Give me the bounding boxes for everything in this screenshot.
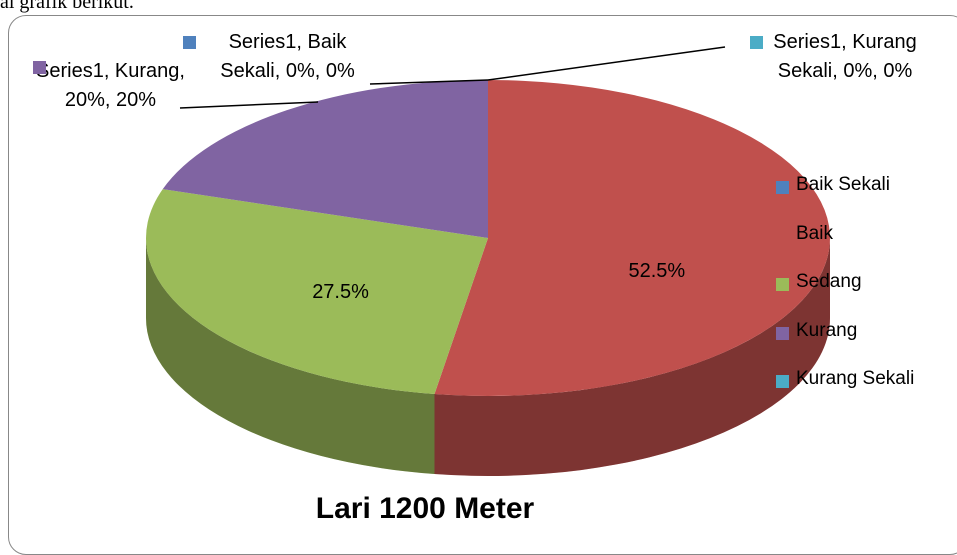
legend-label: Baik Sekali: [796, 174, 890, 195]
chart: [146, 46, 831, 476]
leader-line: [487, 46, 726, 81]
data-label: 27.5%: [312, 280, 369, 303]
slice: [434, 80, 831, 396]
document-text: ai grafik berikut.: [0, 0, 134, 13]
legend-key: [776, 278, 789, 291]
legend-label: Baik: [796, 222, 833, 244]
slice-side-shade: [434, 238, 830, 476]
legend-key: [776, 375, 789, 388]
legend-label: Kurang Sekali: [796, 368, 915, 389]
slice-side: [434, 238, 830, 476]
data-label: 52.5%: [628, 259, 686, 282]
legend-key: [776, 326, 789, 340]
legend-label: Kurang: [796, 319, 858, 341]
slice-side-shade: [146, 238, 435, 475]
data-label: Series1, Kurang Sekali, 0%, 0%: [773, 31, 917, 82]
label-key: [33, 61, 46, 74]
slice-side: [146, 238, 435, 475]
legend-label: Sedang: [796, 271, 862, 292]
legend-key: [776, 181, 789, 194]
slice: [162, 80, 488, 238]
leader-line: [369, 79, 489, 85]
label-key: [750, 36, 763, 49]
legend-key: [776, 229, 789, 243]
chart-title: Lari 1200 Meter: [315, 492, 535, 525]
data-label: Series1, Baik Sekali, 0%, 0%: [220, 31, 355, 82]
leader-line: [179, 101, 319, 109]
slice: [146, 189, 488, 395]
data-label: Series1, Kurang, 20%, 20%: [36, 60, 185, 111]
label-key: [183, 36, 196, 49]
